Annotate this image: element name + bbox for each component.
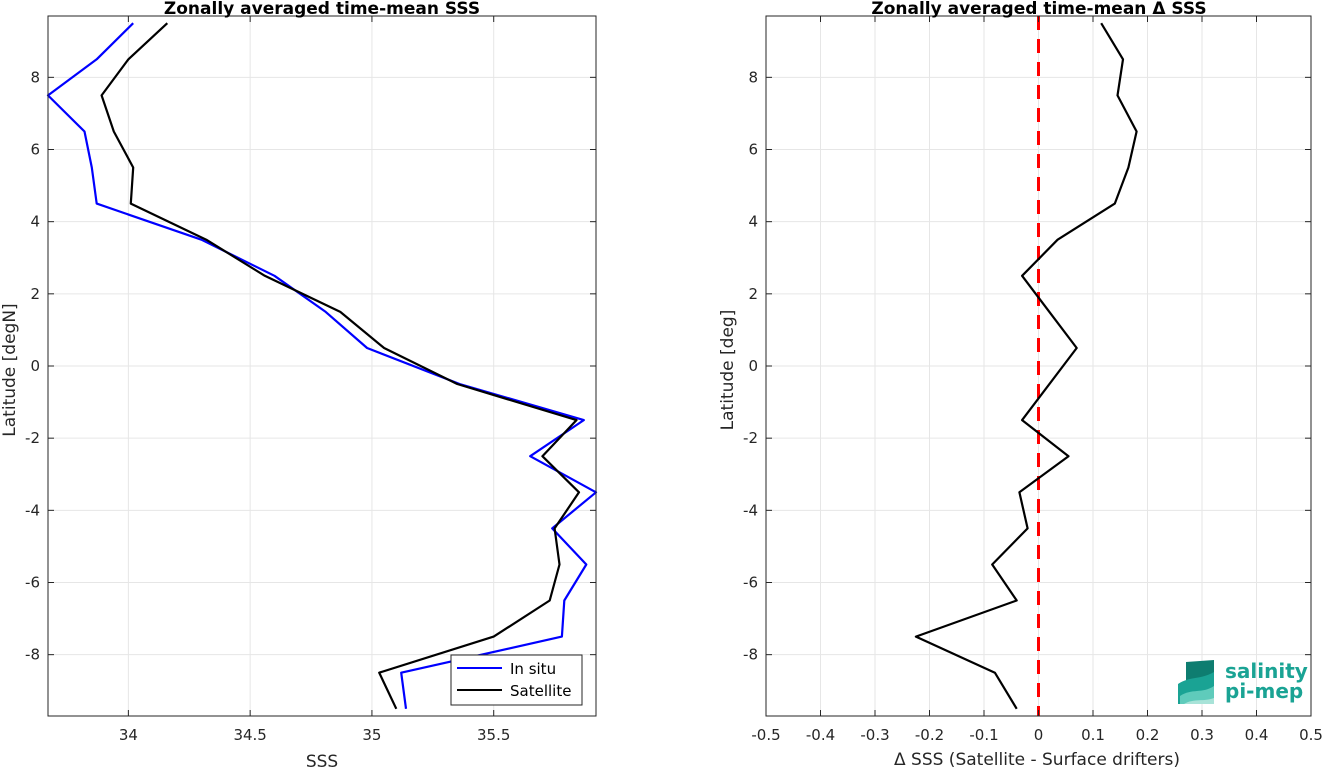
y-tick-label: -2 bbox=[25, 429, 40, 447]
y-tick-label: 8 bbox=[30, 68, 40, 86]
x-tick-label: 35 bbox=[362, 726, 381, 744]
chart-sss: 34 34.5 35 35.5 -8 -6 -4 -2 0 2 4 6 8 Zonally averag… bbox=[0, 0, 598, 769]
x-tick-label: 0.3 bbox=[1190, 726, 1214, 744]
y-tick-label: -6 bbox=[25, 573, 40, 591]
logo-line1: salinity bbox=[1225, 659, 1308, 683]
ticks-left: 34 34.5 35 35.5 -8 -6 -4 -2 0 2 4 6 8 bbox=[25, 16, 596, 744]
y-tick-label: 6 bbox=[748, 141, 758, 159]
series-left bbox=[46, 22, 598, 710]
x-tick-label: 0.4 bbox=[1245, 726, 1269, 744]
legend-label-in-situ: In situ bbox=[510, 660, 556, 678]
x-tick-label: 35.5 bbox=[477, 726, 510, 744]
chart-title-right: Zonally averaged time-mean Δ SSS bbox=[871, 0, 1206, 19]
y-tick-label: -8 bbox=[25, 646, 40, 664]
y-tick-label: 8 bbox=[748, 68, 758, 86]
y-tick-label: -6 bbox=[743, 573, 758, 591]
y-tick-label: -4 bbox=[743, 501, 758, 519]
delta-sss-line bbox=[914, 22, 1138, 710]
y-tick-label: 4 bbox=[30, 213, 40, 231]
y-tick-label: 6 bbox=[30, 141, 40, 159]
legend-box bbox=[450, 654, 583, 706]
x-axis-label-right: Δ SSS (Satellite - Surface drifters) bbox=[894, 750, 1180, 769]
x-axis-label-left: SSS bbox=[306, 752, 338, 769]
in-situ-line bbox=[46, 22, 598, 709]
legend-label-satellite: Satellite bbox=[510, 682, 571, 700]
y-tick-label: -4 bbox=[25, 501, 40, 519]
x-tick-label: -0.5 bbox=[751, 726, 780, 744]
y-tick-label: 0 bbox=[30, 357, 40, 375]
x-tick-label: -0.1 bbox=[969, 726, 998, 744]
salinity-pi-mep-logo: salinity pi-mep bbox=[1178, 659, 1308, 704]
logo-line2: pi-mep bbox=[1225, 679, 1303, 703]
y-axis-label-right: Latitude [deg] bbox=[718, 310, 738, 431]
x-tick-label: 34 bbox=[119, 726, 138, 744]
x-tick-label: 0.1 bbox=[1081, 726, 1105, 744]
y-tick-label: -8 bbox=[743, 646, 758, 664]
y-axis-label-left: Latitude [degN] bbox=[0, 303, 20, 436]
chart-delta-sss: -0.5 -0.4 -0.3 -0.2 -0.1 0 0.1 0.2 0.3 0.4 0.5 -8 -6… bbox=[718, 0, 1323, 769]
x-tick-label: -0.4 bbox=[806, 726, 835, 744]
y-tick-label: 4 bbox=[748, 213, 758, 231]
y-tick-label: 0 bbox=[748, 357, 758, 375]
x-tick-label: 0.5 bbox=[1299, 726, 1323, 744]
x-tick-label: 0.2 bbox=[1136, 726, 1160, 744]
x-tick-label: -0.3 bbox=[860, 726, 889, 744]
grid-left bbox=[48, 16, 596, 716]
x-tick-label: -0.2 bbox=[915, 726, 944, 744]
y-tick-label: 2 bbox=[30, 285, 40, 303]
y-tick-label: 2 bbox=[748, 285, 758, 303]
ticks-right: -0.5 -0.4 -0.3 -0.2 -0.1 0 0.1 0.2 0.3 0.4 0.5 -8 -6… bbox=[743, 16, 1323, 744]
satellite-line bbox=[100, 22, 581, 710]
logo-mark-icon bbox=[1178, 660, 1214, 704]
x-tick-label: 0 bbox=[1034, 726, 1044, 744]
legend: In situ Satellite bbox=[450, 654, 583, 706]
series-right bbox=[914, 16, 1138, 716]
x-tick-label: 34.5 bbox=[233, 726, 266, 744]
y-tick-label: -2 bbox=[743, 429, 758, 447]
chart-title-left: Zonally averaged time-mean SSS bbox=[164, 0, 480, 19]
